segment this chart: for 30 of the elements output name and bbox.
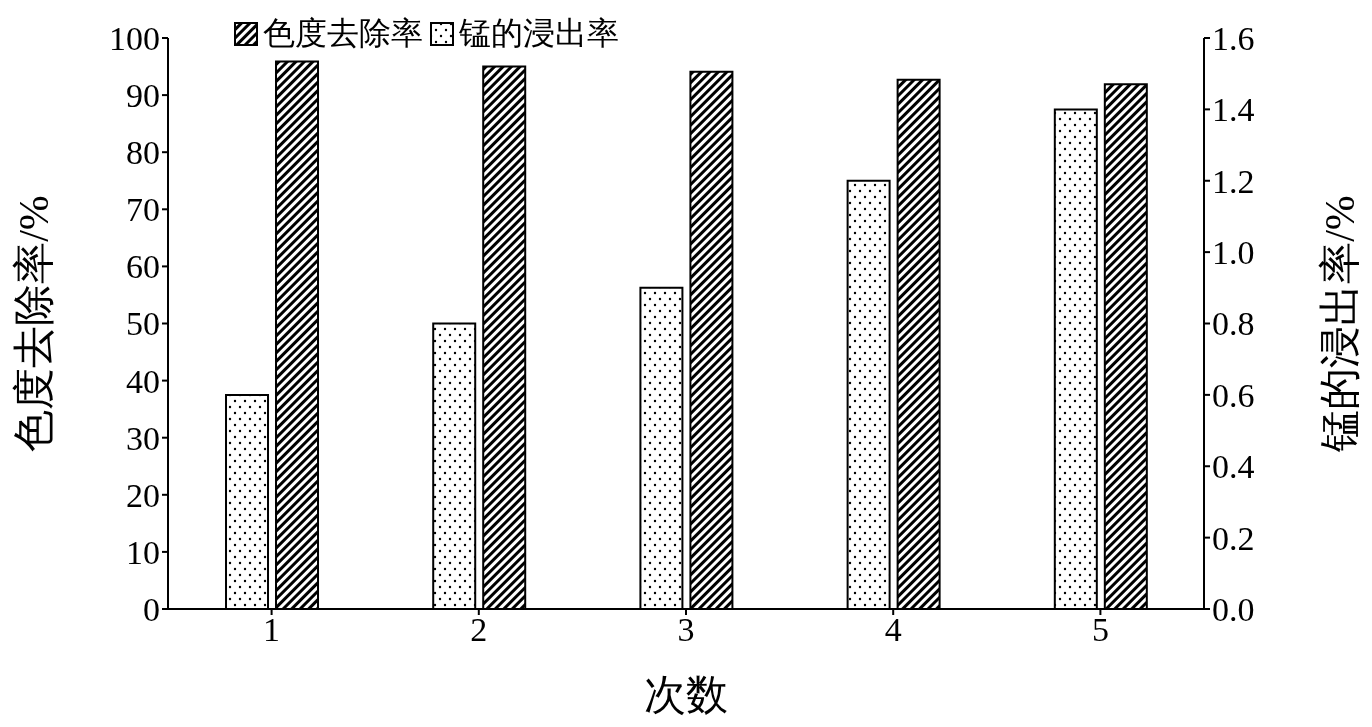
x-tick-label: 1: [263, 611, 281, 649]
x-tick-label: 5: [1091, 611, 1109, 649]
x-tick-label: 2: [470, 611, 488, 649]
y2-tick-label: 0.6: [1212, 376, 1255, 414]
y2-tick-label: 0.2: [1212, 519, 1255, 557]
y-tick-label: 30: [126, 419, 160, 457]
y-tick-label: 40: [126, 362, 160, 400]
y-tick-label: 50: [126, 305, 160, 343]
y-tick-label: 70: [126, 191, 160, 229]
x-axis-title: 次数: [644, 672, 728, 718]
y2-tick-label: 0.8: [1212, 305, 1255, 343]
x-tick-label: 4: [884, 611, 902, 649]
y-axis-title: 色度去除率/%: [10, 195, 57, 452]
x-tick-label: 3: [677, 611, 695, 649]
y-tick-label: 80: [126, 134, 160, 172]
legend-label: 色度去除率: [263, 14, 423, 53]
y-tick-label: 90: [126, 77, 160, 114]
y-tick-label: 20: [126, 476, 160, 514]
y2-tick-label: 1.2: [1212, 162, 1255, 200]
y-tick-label: 0: [143, 590, 160, 628]
y2-tick-label: 1.6: [1212, 19, 1255, 57]
y-tick-label: 100: [109, 19, 160, 57]
y-tick-label: 60: [126, 248, 160, 286]
y2-tick-label: 1.4: [1212, 91, 1255, 129]
y2-tick-label: 0.0: [1212, 590, 1255, 628]
y-tick-label: 10: [126, 533, 160, 571]
y2-tick-label: 0.4: [1212, 448, 1255, 486]
y2-tick-label: 1.0: [1212, 234, 1255, 272]
y2-axis-title: 锰的浸出率/%: [1316, 195, 1363, 453]
legend-label: 锰的浸出率: [459, 14, 619, 53]
